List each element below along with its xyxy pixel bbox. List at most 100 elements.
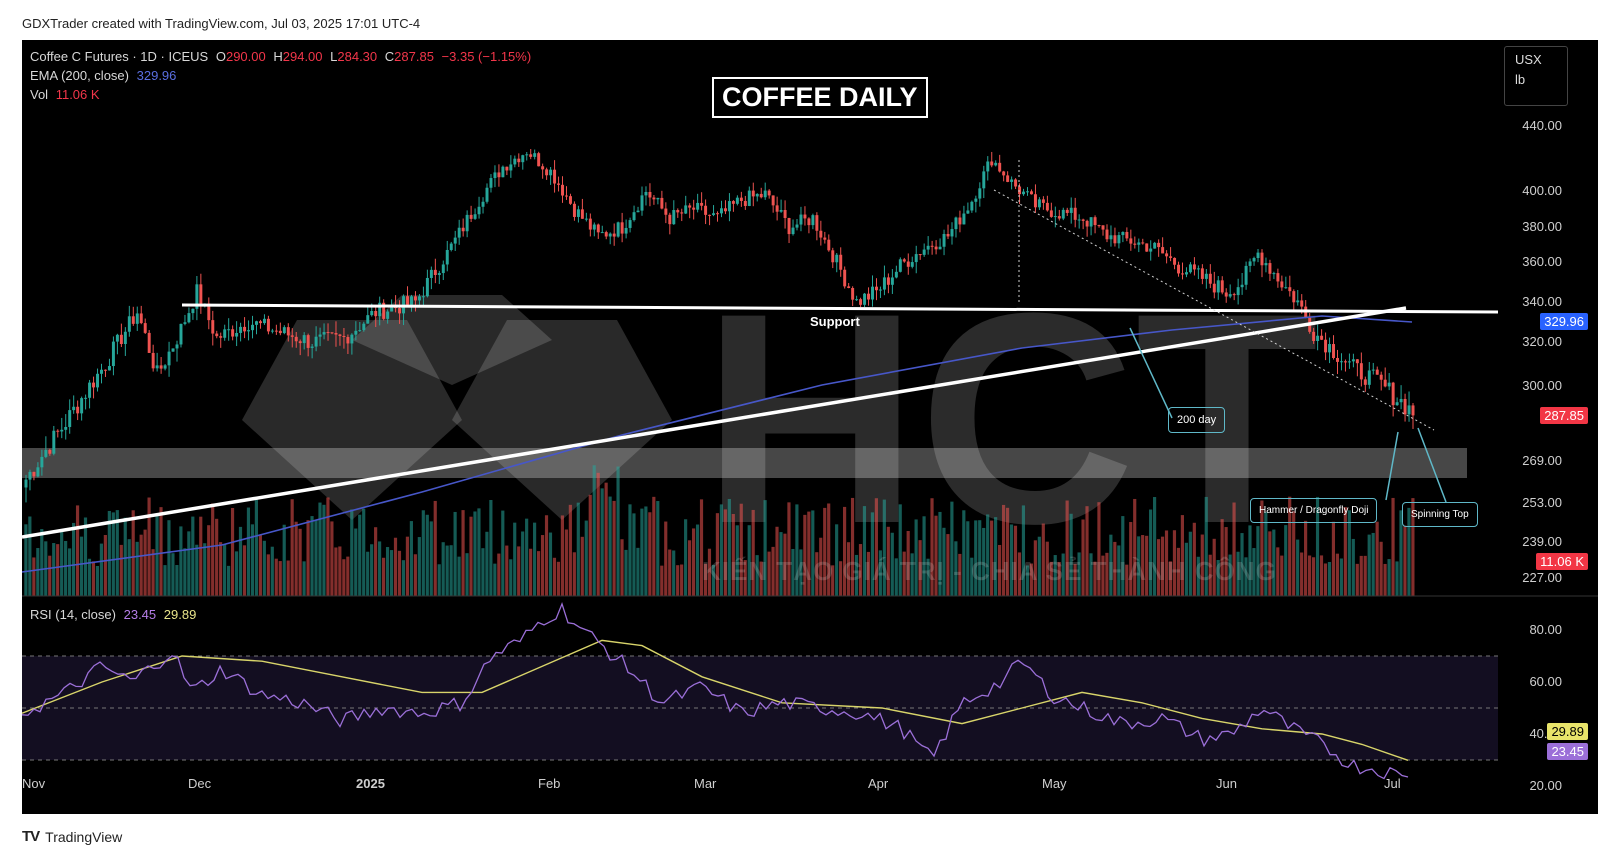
candle-body [588, 218, 592, 230]
volume-bar [1264, 511, 1268, 596]
legend-rsi-label: RSI (14, close) [30, 607, 116, 622]
rsi-pane [22, 601, 1498, 780]
support-label: Support [810, 314, 860, 329]
candle-body [600, 232, 604, 234]
candle-body [521, 155, 525, 163]
candle-body [1260, 252, 1264, 266]
candle-body [799, 214, 803, 225]
candle-body [1137, 242, 1141, 245]
volume-bar [151, 549, 155, 596]
volume-bar [1168, 561, 1173, 596]
volume-bar [64, 540, 68, 596]
candle-body [847, 286, 851, 288]
candle-body [1014, 179, 1018, 187]
candle-body [584, 218, 588, 220]
volume-bar [421, 510, 425, 596]
candle-body [358, 330, 362, 332]
candle-body [433, 269, 437, 275]
volume-bar [1141, 535, 1145, 596]
volume-bar [310, 516, 314, 596]
candle-body [282, 327, 286, 334]
candle-body [219, 336, 223, 338]
volume-bar [338, 546, 342, 596]
volume-bar [87, 558, 92, 596]
volume-bar [811, 510, 815, 596]
chart-credit: GDXTrader created with TradingView.com, … [22, 16, 421, 31]
candle-body [481, 201, 485, 207]
candle-body [1196, 268, 1200, 270]
candle-body [954, 217, 958, 230]
rsi-tag: 23.45 [1547, 743, 1588, 760]
candle-body [910, 262, 914, 267]
price-tick-label: 253.00 [1522, 495, 1562, 510]
candle-body [759, 193, 763, 198]
volume-bar [290, 499, 294, 596]
volume-bar [958, 553, 962, 596]
candle-body [497, 172, 501, 178]
candle-body [461, 227, 465, 232]
time-tick-label: Jul [1384, 776, 1401, 791]
candle-body [1029, 191, 1033, 195]
candle-body [1045, 202, 1049, 211]
candle-body [171, 348, 175, 352]
candle-body [155, 365, 159, 369]
candle-body [676, 210, 680, 213]
candle-body [827, 239, 831, 251]
candle-body [787, 218, 791, 235]
volume-bar [1387, 559, 1391, 596]
callout-pointer [1385, 431, 1399, 501]
candle-body [557, 183, 561, 185]
volume-bar [1367, 534, 1371, 596]
volume-bar [890, 532, 894, 596]
volume-bar [1077, 552, 1081, 596]
volume-bar [409, 521, 413, 596]
candle-body [410, 296, 413, 305]
candle-body [286, 327, 290, 336]
volume-bar [608, 496, 612, 596]
candle-body [270, 330, 274, 332]
volume-bar [1232, 502, 1236, 596]
volume-bar [799, 549, 803, 596]
candle-body [366, 315, 370, 324]
legend-rsi-ma-value: 29.89 [163, 607, 197, 622]
volume-bar [497, 553, 501, 596]
candle-body [1240, 284, 1244, 288]
support-line [181, 303, 1499, 314]
candle-body [942, 233, 946, 247]
candle-body [24, 479, 28, 488]
currency-unit-selector[interactable]: USX lb [1504, 46, 1568, 106]
volume-bar [1025, 565, 1029, 596]
volume-bar [1208, 554, 1212, 596]
candle-body [187, 313, 191, 323]
legend-ema-row: EMA (200, close) 329.96 [30, 68, 180, 83]
volume-bar [548, 532, 553, 596]
candle-body [1113, 235, 1117, 244]
volume-bar [36, 548, 40, 596]
volume-bar [584, 520, 588, 596]
candle-body [688, 205, 692, 208]
chart-canvas[interactable]: HCT [22, 40, 1598, 814]
candle-body [1339, 361, 1343, 363]
volume-bar [568, 504, 572, 596]
candle-body [592, 224, 596, 230]
volume-bar [1228, 554, 1232, 596]
volume-bar [1319, 555, 1324, 596]
candle-body [1026, 191, 1029, 193]
volume-bar [485, 531, 489, 596]
candle-body [684, 205, 688, 214]
volume-bar [1172, 530, 1177, 596]
volume-bar [1327, 561, 1332, 596]
volume-bar [1013, 525, 1018, 596]
volume-bar [715, 513, 719, 596]
volume-bar [644, 506, 648, 596]
candle-body [723, 208, 727, 212]
volume-bar [839, 561, 843, 596]
volume-bar [1121, 516, 1125, 596]
volume-bar [556, 561, 561, 596]
volume-bar [1315, 496, 1320, 596]
volume-bar [481, 548, 485, 596]
volume-bar [521, 531, 525, 596]
volume-bar [699, 499, 704, 596]
chart-panel[interactable]: HCT Coffee C Futures · 1D · ICEUS O290.0… [22, 40, 1598, 814]
volume-bar [632, 513, 636, 596]
